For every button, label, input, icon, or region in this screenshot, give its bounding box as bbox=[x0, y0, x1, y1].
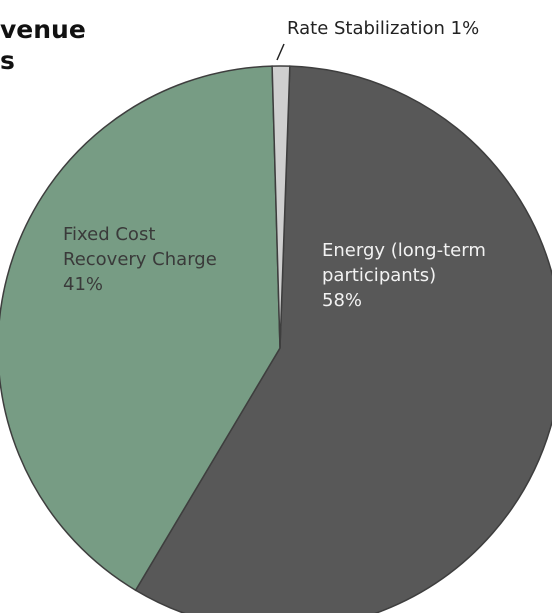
label-energy: Energy (long-term participants) 58% bbox=[322, 240, 486, 311]
pie-slices bbox=[0, 65, 552, 613]
chart-title-line-1: venue bbox=[0, 15, 86, 44]
chart-title-line-2: s bbox=[0, 46, 15, 75]
slice-rate-stabilization bbox=[271, 65, 291, 349]
slice-fixed-cost-recovery bbox=[0, 65, 281, 592]
label-rate-stabilization: Rate Stabilization 1% bbox=[287, 18, 479, 39]
rate-stabilization-leader-line bbox=[276, 43, 285, 61]
pie-labels: Energy (long-term participants) 58% Fixed C… bbox=[63, 18, 486, 311]
chart-title: venue s bbox=[0, 14, 86, 76]
slice-energy bbox=[134, 65, 552, 613]
label-fixed-cost-recovery: Fixed Cost Recovery Charge 41% bbox=[63, 224, 217, 295]
